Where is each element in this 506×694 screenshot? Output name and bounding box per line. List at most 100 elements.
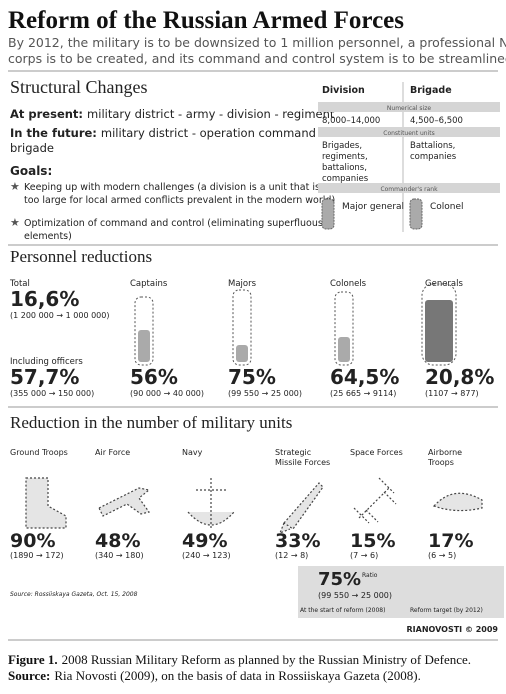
legend-change: (99 550 → 25 000) bbox=[318, 591, 392, 600]
unit-icon bbox=[98, 487, 151, 517]
label: Ground Troops bbox=[10, 448, 68, 457]
unit-icon bbox=[353, 477, 397, 524]
unit-icon bbox=[187, 478, 235, 528]
section-band bbox=[318, 127, 500, 137]
credit: RIANOVOSTI © 2009 bbox=[407, 625, 499, 634]
section-heading: Structural Changes bbox=[10, 77, 147, 97]
goal-line: Optimization of command and control (eli… bbox=[24, 218, 323, 229]
caption: Source: Ria Novosti (2009), on the basis … bbox=[8, 668, 421, 683]
legend-target: Reform target (by 2012) bbox=[410, 607, 483, 614]
line: At present: military district - army - di… bbox=[10, 107, 335, 121]
cell: Battalions, bbox=[410, 141, 455, 151]
change: (240 → 123) bbox=[182, 551, 231, 560]
cell: companies bbox=[410, 152, 457, 162]
rank-outline bbox=[334, 291, 354, 366]
goal-line: too large for local armed conflicts prev… bbox=[24, 195, 335, 206]
section-band bbox=[318, 102, 500, 112]
line: brigade bbox=[10, 141, 54, 155]
section-band bbox=[318, 183, 500, 193]
label: Navy bbox=[182, 448, 203, 457]
legend-box bbox=[298, 566, 504, 618]
cell: 8,000–14,000 bbox=[322, 116, 380, 126]
goal-line: Keeping up with modern challenges (a div… bbox=[24, 182, 320, 193]
change: (6 → 5) bbox=[428, 551, 456, 560]
line: In the future: military district - operat… bbox=[10, 126, 324, 140]
caption-text: Ria Novosti (2009), on the basis of data… bbox=[54, 668, 420, 683]
legend-ratio: Ratio bbox=[362, 572, 378, 579]
subtitle: corps is to be created, and its command … bbox=[8, 51, 506, 66]
change: (90 000 → 40 000) bbox=[130, 389, 204, 398]
rank-fill bbox=[338, 337, 350, 362]
column-header: Division bbox=[322, 85, 365, 96]
label: Captains bbox=[130, 279, 168, 289]
subtitle: By 2012, the military is to be downsized… bbox=[8, 35, 506, 50]
change: (1 200 000 → 1 000 000) bbox=[10, 311, 109, 320]
cell: 4,500–6,500 bbox=[410, 116, 463, 126]
percent: 15% bbox=[350, 530, 395, 552]
change: (355 000 → 150 000) bbox=[10, 389, 94, 398]
section-heading: Personnel reductions bbox=[10, 247, 152, 266]
rank-fill bbox=[236, 345, 248, 362]
cell: Major general bbox=[342, 202, 404, 212]
change: (1107 → 877) bbox=[425, 389, 479, 398]
caption-label: Figure 1. bbox=[8, 652, 58, 667]
unit-icon bbox=[432, 492, 483, 512]
bullet: ★ bbox=[10, 180, 20, 193]
rank-outline bbox=[421, 283, 457, 366]
column-header: Brigade bbox=[410, 85, 452, 96]
text: military district - operation command - bbox=[101, 126, 324, 140]
rank-fill bbox=[425, 300, 453, 362]
section-heading: Reduction in the number of military unit… bbox=[10, 413, 292, 432]
rank-icon bbox=[321, 198, 335, 230]
bullet: ★ bbox=[10, 216, 20, 229]
label: Troops bbox=[427, 458, 454, 467]
percent: 75% bbox=[228, 365, 276, 389]
label: Missile Forces bbox=[275, 458, 330, 467]
percent: 49% bbox=[182, 530, 227, 552]
label: Total bbox=[9, 279, 30, 289]
label: Majors bbox=[228, 279, 257, 289]
percent: 33% bbox=[275, 530, 320, 552]
section-label: Commander's rank bbox=[380, 186, 438, 193]
percent: 17% bbox=[428, 530, 473, 552]
label: In the future: bbox=[10, 126, 97, 140]
change: (99 550 → 25 000) bbox=[228, 389, 302, 398]
change: (1890 → 172) bbox=[10, 551, 64, 560]
percent: 48% bbox=[95, 530, 140, 552]
label: Generals bbox=[425, 279, 463, 289]
label: Colonels bbox=[330, 279, 367, 289]
caption-text: 2008 Russian Military Reform as planned … bbox=[62, 652, 471, 667]
change: (340 → 180) bbox=[95, 551, 144, 560]
label: Space Forces bbox=[350, 448, 403, 457]
percent: 90% bbox=[10, 530, 55, 552]
cell: battalions, bbox=[322, 163, 367, 173]
cell: regiments, bbox=[322, 152, 368, 162]
rank-fill bbox=[138, 330, 150, 362]
cell: Colonel bbox=[430, 202, 464, 212]
label: Including officers bbox=[10, 357, 83, 367]
percent: 64,5% bbox=[330, 365, 399, 389]
text: military district - army - division - re… bbox=[87, 107, 335, 121]
change: (25 665 → 9114) bbox=[330, 389, 396, 398]
section-label: Numerical size bbox=[387, 105, 431, 112]
source: Source: Rossiiskaya Gazeta, Oct. 15, 200… bbox=[10, 591, 138, 598]
unit-icon bbox=[278, 482, 324, 535]
legend-percent: 75% bbox=[318, 569, 361, 590]
legend-start: At the start of reform (2008) bbox=[300, 607, 385, 614]
change: (12 → 8) bbox=[275, 551, 308, 560]
rank-icon bbox=[409, 198, 423, 230]
caption: Figure 1. 2008 Russian Military Reform as… bbox=[8, 652, 471, 667]
percent: 16,6% bbox=[10, 287, 79, 311]
goal-line: elements) bbox=[24, 231, 72, 242]
cell: Brigades, bbox=[322, 141, 362, 151]
label: Strategic bbox=[275, 448, 311, 457]
cell: companies bbox=[322, 174, 369, 184]
change: (7 → 6) bbox=[350, 551, 378, 560]
percent: 56% bbox=[130, 365, 178, 389]
label: Airborne bbox=[428, 448, 462, 457]
caption-label: Source: bbox=[8, 668, 50, 683]
label: Air Force bbox=[95, 448, 130, 457]
percent: 57,7% bbox=[10, 365, 79, 389]
unit-icon bbox=[25, 477, 67, 529]
